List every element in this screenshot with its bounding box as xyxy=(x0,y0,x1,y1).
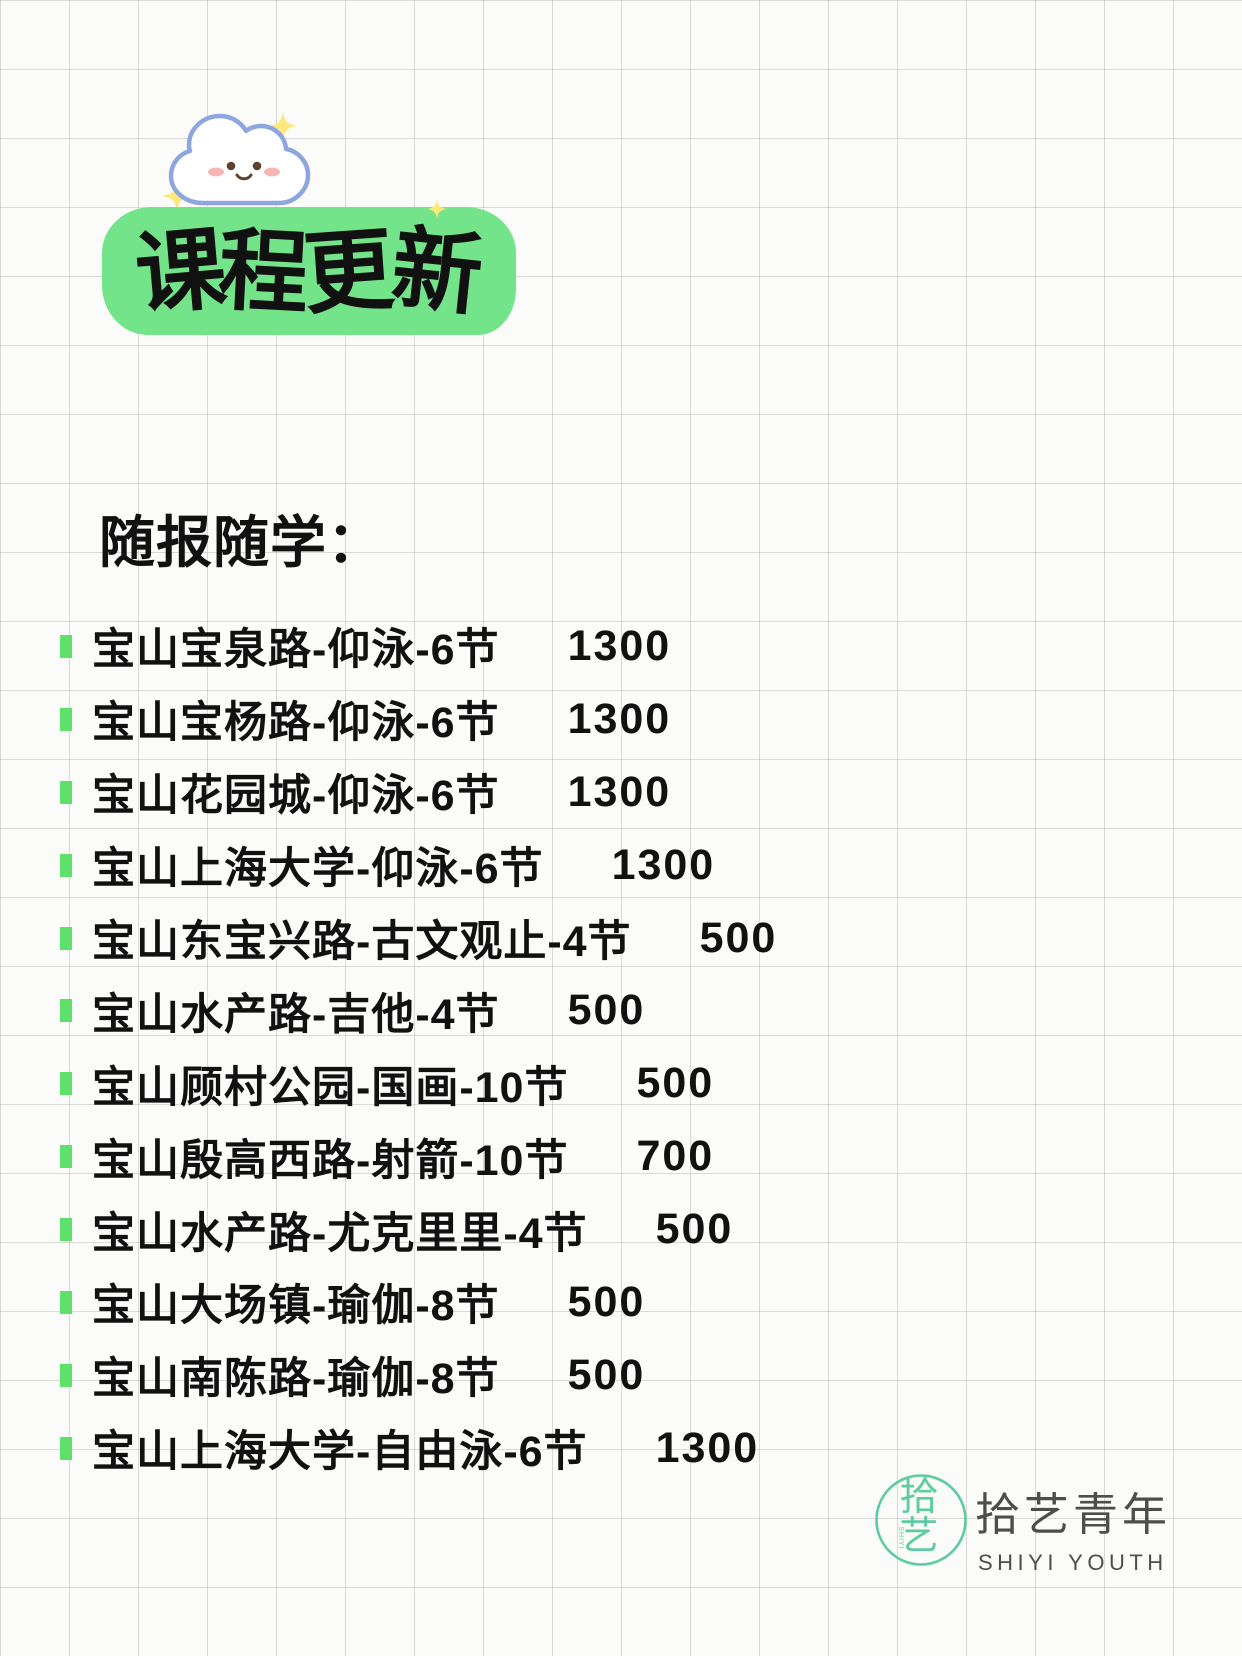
svg-text:SHIYI: SHIYI xyxy=(897,1526,904,1549)
svg-text:艺: 艺 xyxy=(899,1515,938,1558)
svg-text:拾: 拾 xyxy=(899,1476,938,1519)
